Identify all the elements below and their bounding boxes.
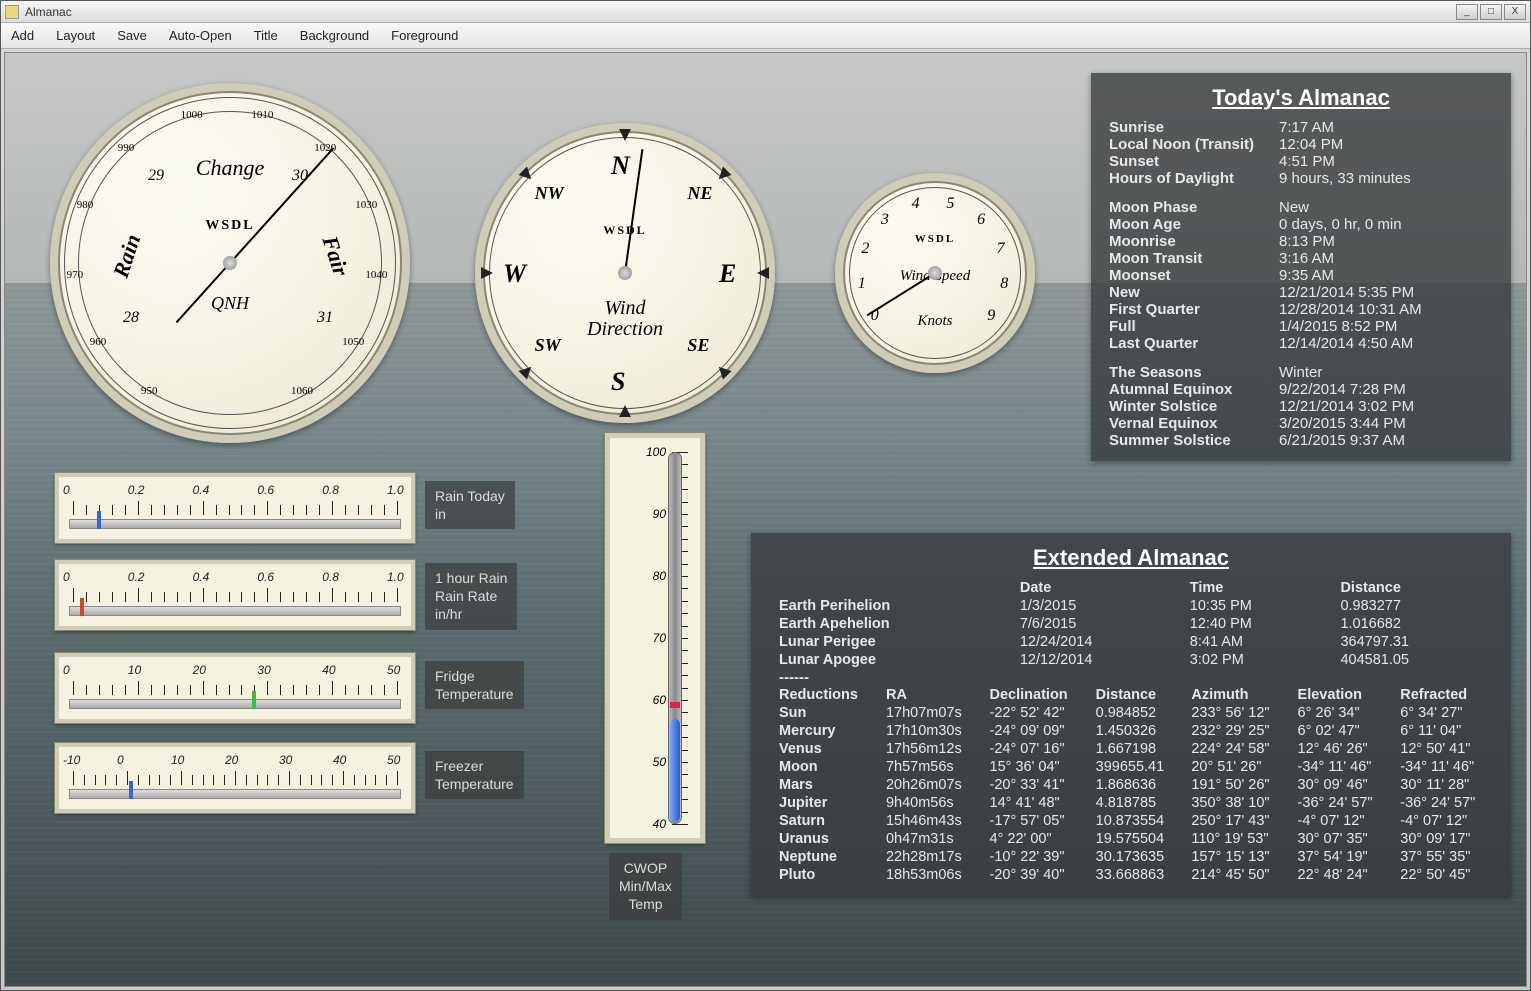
cardinal-nw: NW xyxy=(535,183,564,204)
table-row: Sun17h07m07s-22° 52' 42"0.984852233° 56'… xyxy=(769,704,1493,722)
table-row: Earth Perihelion1/3/201510:35 PM0.983277 xyxy=(769,597,1493,615)
maximize-button[interactable]: □ xyxy=(1480,4,1502,20)
cwop-thermometer[interactable]: 100908070605040 xyxy=(605,433,705,843)
cardinal-sw: SW xyxy=(535,335,561,356)
table-row: Venus17h56m12s-24° 07' 16"1.667198224° 2… xyxy=(769,740,1493,758)
cardinal-ne: NE xyxy=(687,183,712,204)
separator: ------ xyxy=(769,669,1493,686)
rain-today-gauge[interactable]: 00.20.40.60.81.0 xyxy=(55,473,415,543)
table-row: Mars20h26m07s-20° 33' 41"1.868636191° 50… xyxy=(769,776,1493,794)
menu-save[interactable]: Save xyxy=(117,28,147,43)
cardinal-e: E xyxy=(719,259,736,289)
extended-almanac-panel: Extended Almanac DateTimeDistanceEarth P… xyxy=(751,533,1511,896)
wind-speed-gauge[interactable]: WSDL Wind Speed Knots 0123456789 xyxy=(835,173,1035,373)
table-row: Mercury17h10m30s-24° 09' 09"1.450326232°… xyxy=(769,722,1493,740)
menu-layout[interactable]: Layout xyxy=(56,28,95,43)
windspeed-units: Knots xyxy=(835,313,1035,330)
extended-bot-table: ReductionsRADeclinationDistanceAzimuthEl… xyxy=(769,686,1493,884)
table-row: Neptune22h28m17s-10° 22' 39"30.173635157… xyxy=(769,848,1493,866)
windspeed-hub xyxy=(928,266,942,280)
table-row: Jupiter9h40m56s14° 41' 48"4.818785350° 3… xyxy=(769,794,1493,812)
menubar: Add Layout Save Auto-Open Title Backgrou… xyxy=(1,23,1530,49)
todays-almanac-panel: Today's Almanac Sunrise7:17 AMLocal Noon… xyxy=(1091,73,1511,461)
todays-almanac-title: Today's Almanac xyxy=(1109,85,1493,111)
cardinal-s: S xyxy=(611,367,625,397)
window-title: Almanac xyxy=(25,5,72,19)
winddir-hub xyxy=(618,266,632,280)
minimize-button[interactable]: _ xyxy=(1456,4,1478,20)
wind-direction-gauge[interactable]: WSDL Wind Direction N NE E SE S SW W NW xyxy=(475,123,775,423)
app-icon xyxy=(5,5,19,19)
table-row: Uranus0h47m31s4° 22' 00"19.575504110° 19… xyxy=(769,830,1493,848)
menu-foreground[interactable]: Foreground xyxy=(391,28,458,43)
menu-add[interactable]: Add xyxy=(11,28,34,43)
cardinal-w: W xyxy=(503,259,526,289)
rain-rate-gauge[interactable]: 00.20.40.60.81.0 xyxy=(55,560,415,630)
menu-auto-open[interactable]: Auto-Open xyxy=(169,28,232,43)
barometer-brand: WSDL xyxy=(50,218,410,234)
winddir-label-1: Wind xyxy=(604,297,645,319)
marker xyxy=(129,781,133,799)
extended-top-table: DateTimeDistanceEarth Perihelion1/3/2015… xyxy=(769,579,1493,669)
fridge-label: Fridge Temperature xyxy=(425,661,524,709)
dashboard-canvas: Change Rain Fair WSDL QNH 95096097098099… xyxy=(4,52,1527,987)
fridge-temp-gauge[interactable]: 01020304050 xyxy=(55,653,415,723)
app-window: Almanac _ □ X Add Layout Save Auto-Open … xyxy=(0,0,1531,991)
cardinal-se: SE xyxy=(687,335,709,356)
marker xyxy=(97,511,101,529)
rain-rate-label: 1 hour Rain Rain Rate in/hr xyxy=(425,563,517,630)
table-row: Saturn15h46m43s-17° 57' 05"10.873554250°… xyxy=(769,812,1493,830)
barometer-gauge[interactable]: Change Rain Fair WSDL QNH 95096097098099… xyxy=(50,83,410,443)
freezer-label: Freezer Temperature xyxy=(425,751,524,799)
table-row: Moon7h57m56s15° 36' 04"399655.4120° 51' … xyxy=(769,758,1493,776)
winddir-brand: WSDL xyxy=(475,223,775,238)
thermo-label: CWOP Min/Max Temp xyxy=(609,853,682,920)
rain-today-label: Rain Today in xyxy=(425,481,515,529)
close-button[interactable]: X xyxy=(1504,4,1526,20)
titlebar[interactable]: Almanac _ □ X xyxy=(1,1,1530,23)
menu-title[interactable]: Title xyxy=(254,28,278,43)
table-row: Lunar Perigee12/24/20148:41 AM364797.31 xyxy=(769,633,1493,651)
barometer-units-label: QNH xyxy=(50,293,410,314)
table-row: Pluto18h53m06s-20° 39' 40"33.668863214° … xyxy=(769,866,1493,884)
menu-background[interactable]: Background xyxy=(300,28,369,43)
barometer-change-label: Change xyxy=(50,155,410,181)
freezer-temp-gauge[interactable]: -1001020304050 xyxy=(55,743,415,813)
extended-almanac-title: Extended Almanac xyxy=(769,545,1493,571)
barometer-hub xyxy=(223,256,237,270)
marker xyxy=(80,598,84,616)
winddir-label-2: Direction xyxy=(587,318,663,340)
table-row: Lunar Apogee12/12/20143:02 PM404581.05 xyxy=(769,651,1493,669)
cardinal-n: N xyxy=(611,151,630,181)
table-row: Earth Apehelion7/6/201512:40 PM1.016682 xyxy=(769,615,1493,633)
marker xyxy=(252,691,256,709)
